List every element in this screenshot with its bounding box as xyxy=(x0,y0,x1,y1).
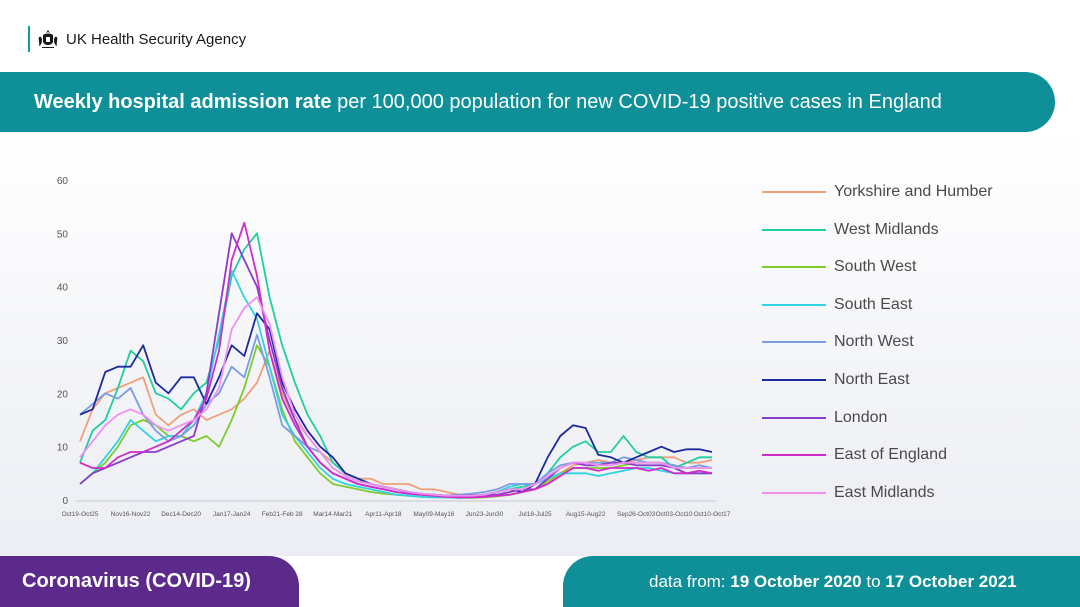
brand-logo: UK Health Security Agency xyxy=(28,26,246,52)
x-tick-label: Sep26-Oct03 xyxy=(617,511,656,518)
y-tick-label: 40 xyxy=(57,283,69,294)
x-tick-label: Dec14-Dec20 xyxy=(161,511,201,518)
y-tick-label: 30 xyxy=(57,336,69,347)
legend-swatch xyxy=(762,491,826,494)
legend-label: West Midlands xyxy=(834,220,939,238)
legend-item: East Midlands xyxy=(762,483,1062,503)
x-tick-label: Nov16-Nov22 xyxy=(111,511,151,518)
x-tick-label: Oct10-Oct17 xyxy=(694,511,731,518)
x-tick-label: May09-May16 xyxy=(413,511,455,518)
y-tick-label: 10 xyxy=(57,443,69,454)
y-tick-label: 0 xyxy=(62,496,68,507)
legend-item: South East xyxy=(762,295,1062,315)
legend-swatch xyxy=(762,303,826,306)
legend-item: North West xyxy=(762,332,1062,352)
legend-label: North West xyxy=(834,333,914,351)
legend-label: Yorkshire and Humber xyxy=(834,183,993,200)
brand-name: UK Health Security Agency xyxy=(66,30,247,48)
legend-swatch xyxy=(762,228,826,231)
x-tick-label: Oct19-Oct25 xyxy=(62,511,99,518)
legend-swatch xyxy=(762,266,826,269)
x-tick-label: Feb21-Feb 28 xyxy=(262,511,303,518)
footer-topic-banner: Coronavirus (COVID-19) xyxy=(0,556,299,607)
x-tick-label: Apr11-Apr18 xyxy=(365,511,402,518)
x-tick-label: Jan17-Jan24 xyxy=(213,511,251,518)
legend-swatch xyxy=(762,379,826,381)
legend-item: South West xyxy=(762,257,1062,277)
series-line-east-of-england xyxy=(79,221,713,499)
date-end: 17 October 2021 xyxy=(885,571,1017,591)
series-line-south-east xyxy=(79,269,712,499)
series-line-south-west xyxy=(79,344,712,499)
y-tick-label: 20 xyxy=(57,389,69,400)
legend-item: North East xyxy=(762,370,1062,390)
legend-label: East Midlands xyxy=(834,483,935,501)
legend-swatch xyxy=(762,341,826,344)
x-tick-label: Mar14-Mar21 xyxy=(313,511,352,518)
topic-label: Coronavirus (COVID-19) xyxy=(22,570,251,592)
date-start: 19 October 2020 xyxy=(730,571,862,591)
legend-label: London xyxy=(834,408,888,426)
legend-swatch xyxy=(762,454,826,457)
date-join: to xyxy=(861,571,886,591)
y-tick-label: 50 xyxy=(57,229,69,240)
legend-item: West Midlands xyxy=(762,220,1062,240)
legend-swatch xyxy=(762,191,826,193)
title-banner: Weekly hospital admission rate per 100,0… xyxy=(0,72,1055,132)
series-line-london xyxy=(79,232,712,499)
legend-item: East of England xyxy=(762,445,1062,465)
legend-item: Yorkshire and Humber xyxy=(762,182,1062,202)
x-tick-label: Jun23-Jun30 xyxy=(466,511,504,518)
date-range: data from: 19 October 2020 to 17 October… xyxy=(649,572,1017,592)
x-tick-label: Jul18-Jul25 xyxy=(518,511,552,518)
series-line-west-midlands xyxy=(79,232,712,497)
page-title: Weekly hospital admission rate per 100,0… xyxy=(34,91,942,114)
legend-item: London xyxy=(762,408,1062,428)
legend-label: North East xyxy=(834,371,910,388)
y-tick-label: 60 xyxy=(57,176,69,187)
series-line-east-midlands xyxy=(79,296,712,497)
title-rest: per 100,000 population for new COVID-19 … xyxy=(331,90,942,113)
title-bold: Weekly hospital admission rate xyxy=(34,90,332,113)
legend-swatch xyxy=(762,416,826,419)
x-tick-label: Aug15-Aug22 xyxy=(566,511,606,518)
x-tick-label: Oct03-Oct10 xyxy=(656,511,693,518)
data-prefix: data from: xyxy=(649,571,731,591)
footer-date-banner: data from: 19 October 2020 to 17 October… xyxy=(563,556,1080,607)
legend-label: East of England xyxy=(834,446,947,464)
legend-label: South West xyxy=(834,258,917,276)
series-line-yorkshire-and-humber xyxy=(79,349,713,497)
legend-label: South East xyxy=(834,295,913,313)
royal-crest-icon xyxy=(38,30,58,48)
